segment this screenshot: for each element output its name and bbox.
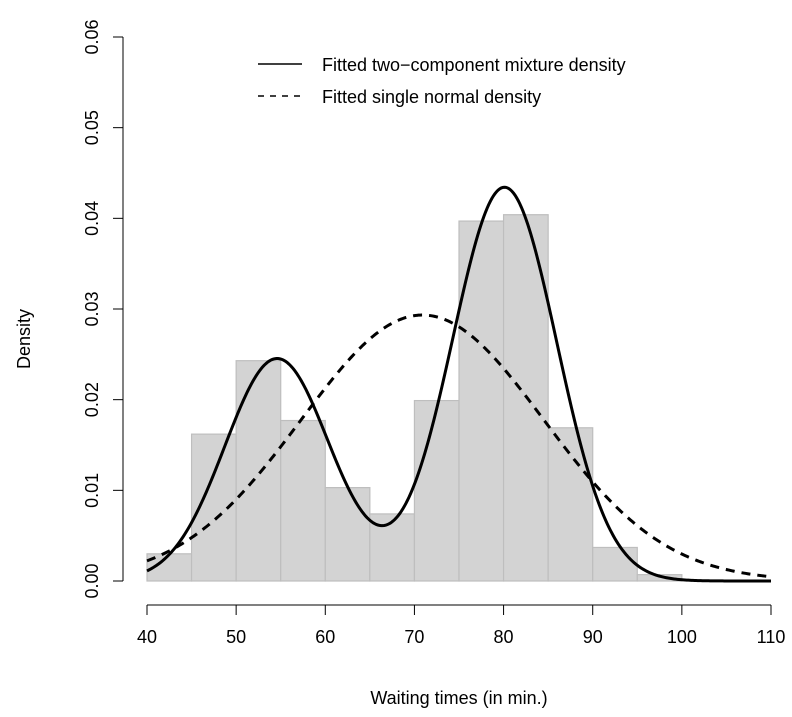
density-curve-mixture — [146, 185, 771, 583]
legend: Fitted two−component mixture density Fit… — [258, 55, 626, 107]
histogram-bar-55-60 — [280, 419, 326, 582]
legend-entry-single-normal: Fitted single normal density — [322, 87, 541, 107]
x-tick-label-110: 110 — [757, 627, 786, 647]
x-tick-label-50: 50 — [226, 627, 246, 647]
y-tick-label-0.05: 0.05 — [82, 110, 102, 145]
y-axis: 0.00 0.01 0.02 0.03 0.04 0.05 0.06 — [82, 19, 124, 599]
x-tick-label-100: 100 — [667, 627, 697, 647]
y-tick-label-0.04: 0.04 — [82, 201, 102, 236]
density-curve-single-normal — [146, 313, 772, 579]
y-tick-label-0.01: 0.01 — [82, 473, 102, 508]
x-axis: 40 50 60 70 80 90 100 110 — [137, 604, 785, 647]
x-tick-label-70: 70 — [404, 627, 424, 647]
density-curves — [146, 185, 772, 583]
x-axis-ticks: 40 50 60 70 80 90 100 110 — [137, 605, 785, 647]
x-axis-label: Waiting times (in min.) — [370, 688, 547, 708]
x-tick-label-90: 90 — [583, 627, 603, 647]
y-axis-ticks: 0.00 0.01 0.02 0.03 0.04 0.05 0.06 — [82, 19, 123, 599]
histogram-bar-90-95 — [592, 546, 638, 582]
histogram-bar-60-65 — [324, 487, 371, 582]
histogram-bars — [146, 214, 683, 582]
histogram-bar-85-90 — [547, 427, 594, 582]
y-tick-label-0.06: 0.06 — [82, 19, 102, 54]
legend-entry-mixture: Fitted two−component mixture density — [322, 55, 626, 75]
histogram-bar-50-55 — [235, 360, 282, 582]
x-tick-label-60: 60 — [315, 627, 335, 647]
y-tick-label-0.00: 0.00 — [82, 563, 102, 598]
histogram-bar-70-75 — [413, 399, 460, 582]
y-tick-label-0.03: 0.03 — [82, 291, 102, 326]
x-tick-label-40: 40 — [137, 627, 157, 647]
y-tick-label-0.02: 0.02 — [82, 382, 102, 417]
x-tick-label-80: 80 — [494, 627, 514, 647]
y-axis-label: Density — [14, 309, 34, 369]
